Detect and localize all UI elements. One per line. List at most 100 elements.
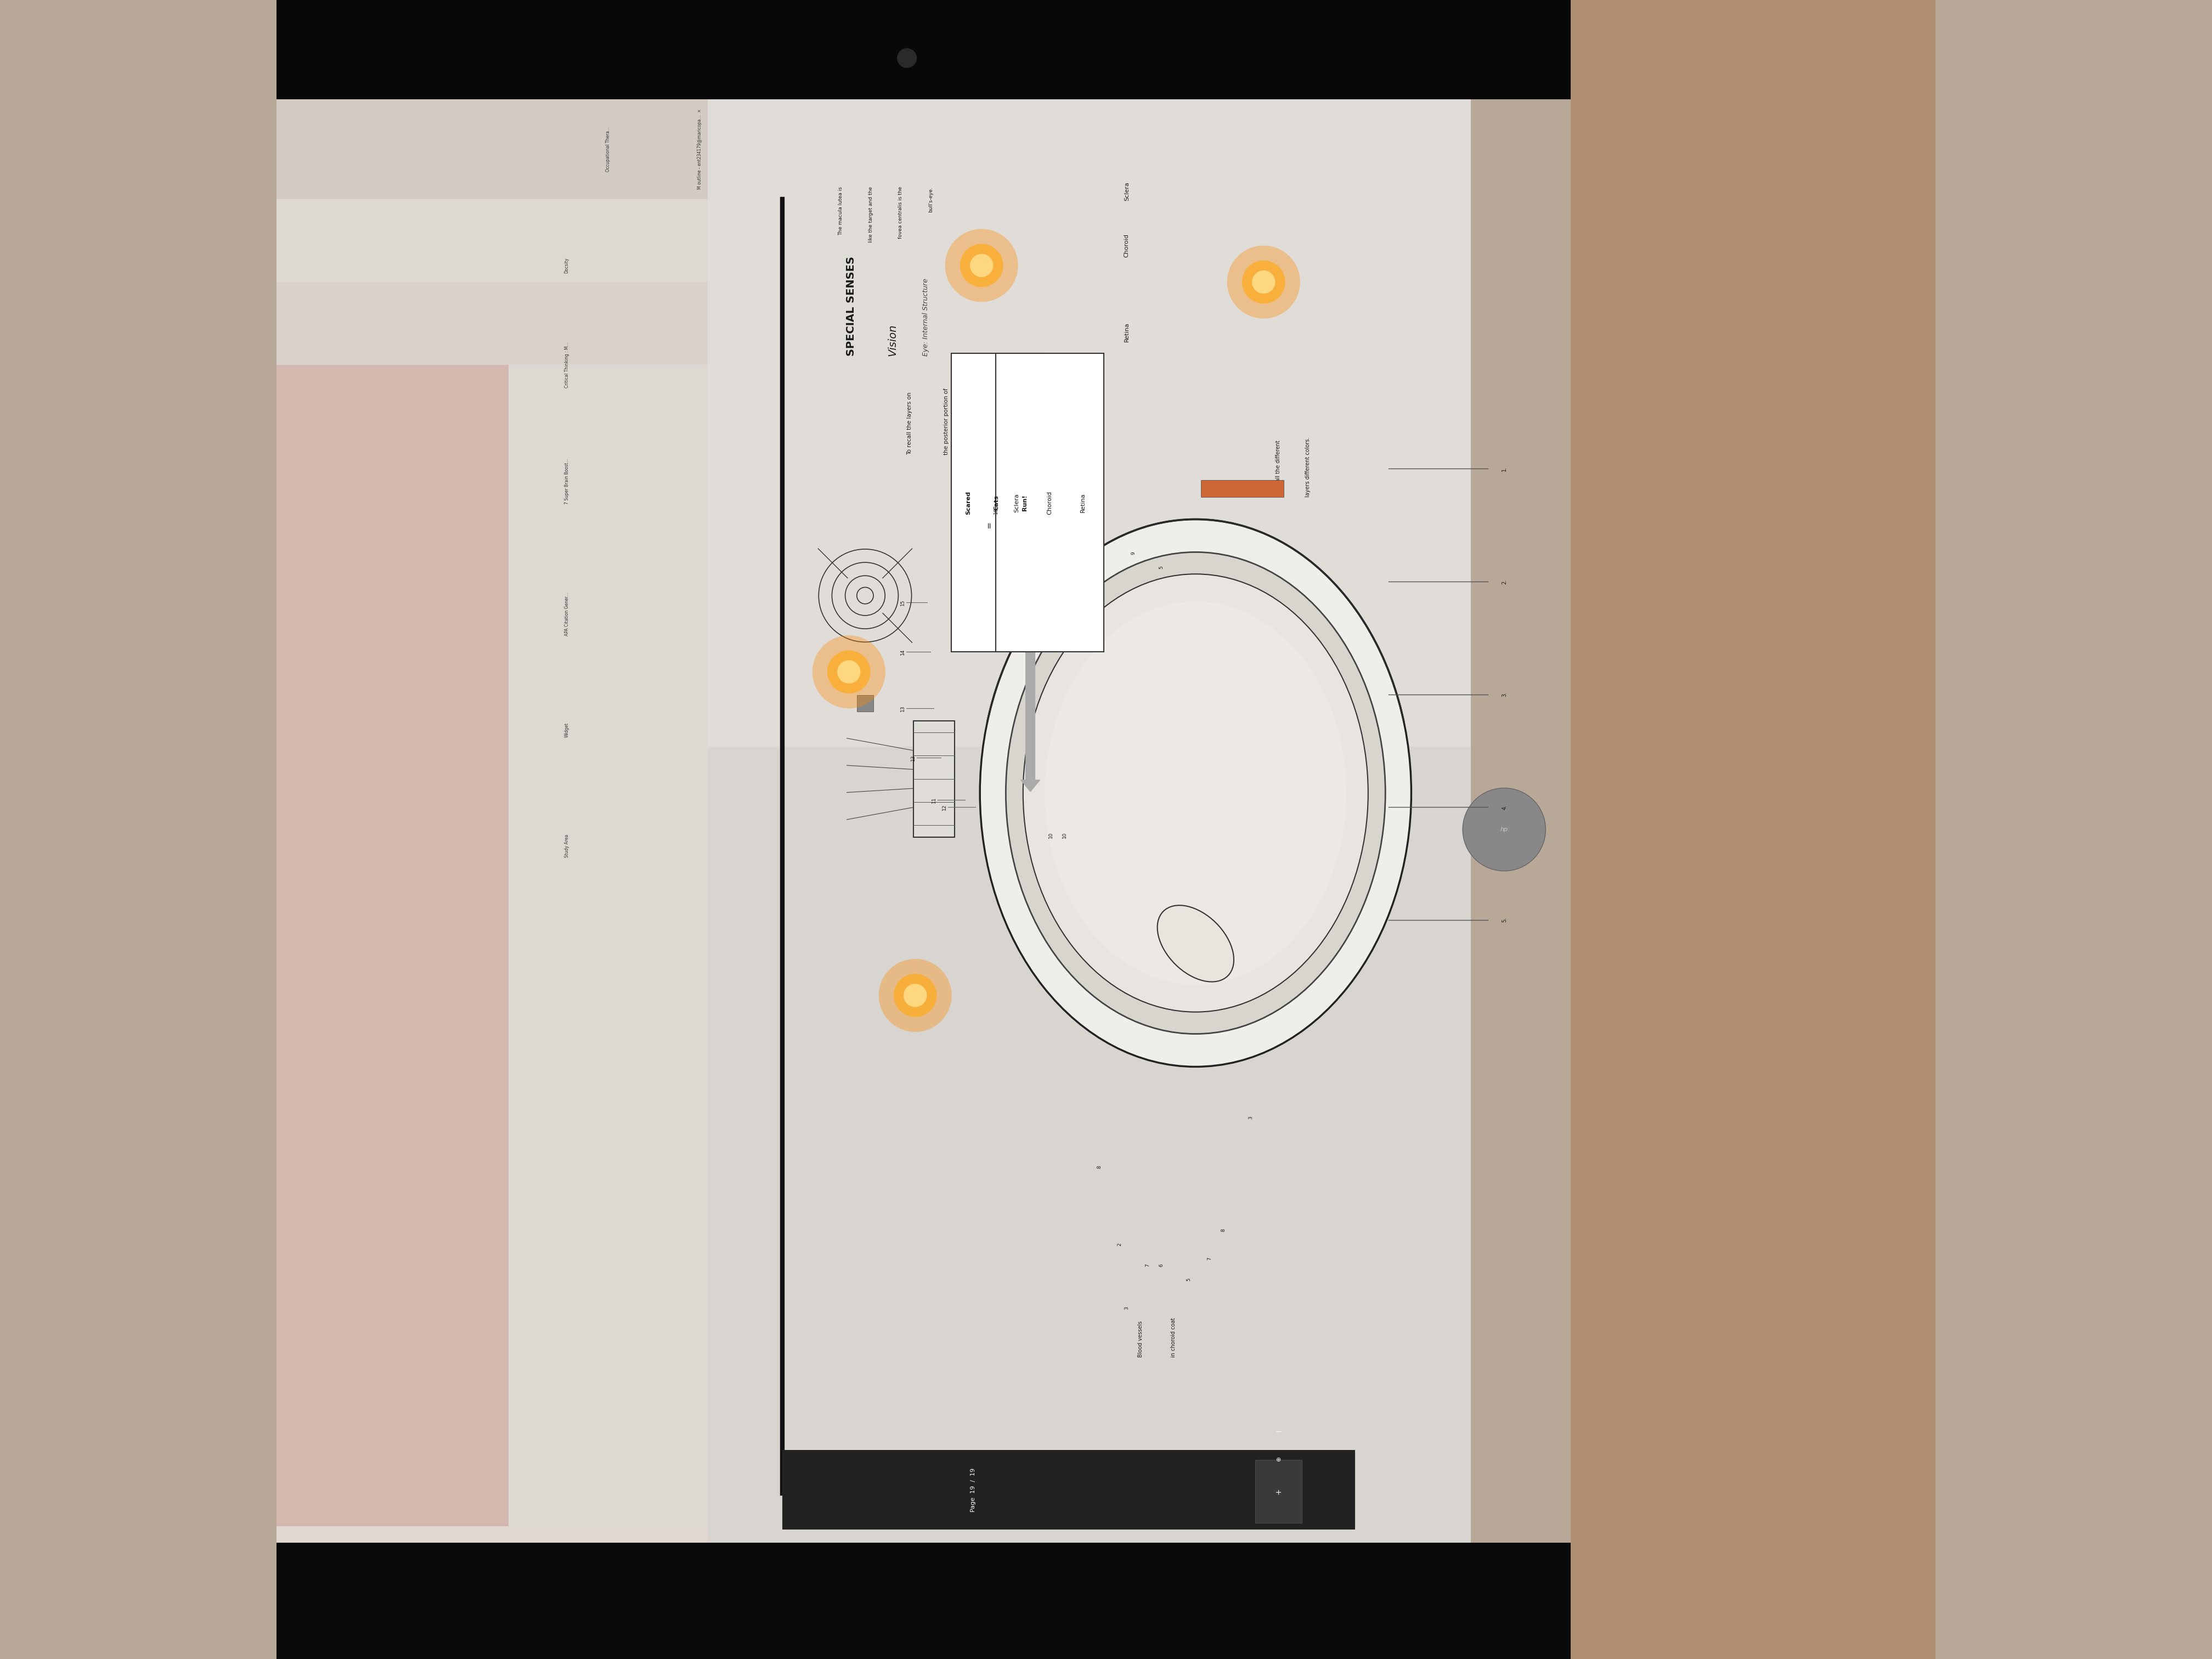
Circle shape: [945, 229, 1018, 302]
Text: hp: hp: [1500, 826, 1509, 833]
Polygon shape: [708, 100, 1471, 1543]
Circle shape: [827, 650, 869, 693]
Text: Run!: Run!: [1022, 494, 1029, 511]
Bar: [914, 720, 956, 836]
Ellipse shape: [1022, 574, 1367, 1012]
Text: 1.: 1.: [1502, 466, 1506, 471]
Bar: [856, 695, 874, 712]
Text: Blood vessels: Blood vessels: [1137, 1321, 1144, 1357]
Polygon shape: [1571, 0, 1936, 1659]
Text: 11: 11: [931, 796, 936, 803]
Bar: [783, 1450, 1354, 1530]
Text: 8: 8: [1097, 1165, 1102, 1168]
Circle shape: [898, 48, 918, 68]
Text: 6: 6: [1159, 1264, 1164, 1267]
Text: Scared: Scared: [967, 491, 971, 514]
Text: 3.: 3.: [1502, 692, 1506, 697]
FancyArrowPatch shape: [1020, 569, 1040, 791]
Text: 7: 7: [1146, 1264, 1150, 1267]
Text: Color all the different: Color all the different: [1276, 440, 1281, 498]
Text: −: −: [1276, 1428, 1281, 1435]
Text: 3: 3: [1124, 1306, 1128, 1309]
Circle shape: [836, 660, 860, 684]
Text: 2: 2: [1117, 1243, 1121, 1246]
Text: 13: 13: [900, 705, 905, 712]
Text: 10: 10: [1048, 833, 1053, 838]
Text: Eye: Internal Structure: Eye: Internal Structure: [922, 279, 929, 357]
Circle shape: [1228, 246, 1301, 319]
Text: Cats: Cats: [993, 494, 1000, 511]
Text: Sclera: Sclera: [1124, 182, 1130, 201]
Text: 13: 13: [911, 755, 916, 761]
Text: 2.: 2.: [1502, 579, 1506, 584]
Text: Sclera: Sclera: [1013, 493, 1020, 513]
Circle shape: [960, 244, 1002, 287]
Text: Page  19  /  19: Page 19 / 19: [971, 1468, 975, 1511]
Text: Retina: Retina: [1079, 493, 1086, 513]
Text: 14: 14: [900, 649, 905, 655]
Text: SPECIAL SENSES: SPECIAL SENSES: [847, 255, 856, 357]
Text: +: +: [1274, 1488, 1283, 1495]
Text: 12: 12: [942, 805, 947, 810]
Polygon shape: [276, 365, 509, 1526]
Text: Docsity: Docsity: [564, 257, 568, 274]
Text: The macula lutea is: The macula lutea is: [838, 187, 843, 236]
Text: 3: 3: [1248, 1117, 1254, 1118]
Circle shape: [905, 984, 927, 1007]
Text: Occupational Thera...: Occupational Thera...: [606, 126, 611, 173]
Circle shape: [812, 635, 885, 708]
Text: 5: 5: [1186, 1277, 1192, 1281]
Text: the eyeball:: the eyeball:: [980, 421, 987, 455]
Polygon shape: [276, 282, 708, 365]
Text: 16: 16: [993, 508, 998, 514]
Polygon shape: [276, 0, 1936, 100]
Bar: [951, 353, 1042, 652]
Text: Retina: Retina: [1124, 322, 1130, 342]
Circle shape: [1462, 788, 1546, 871]
Text: in choroid coat: in choroid coat: [1170, 1317, 1177, 1357]
Text: the posterior portion of: the posterior portion of: [945, 388, 949, 455]
Polygon shape: [276, 199, 708, 282]
Text: 5: 5: [1159, 566, 1164, 569]
Text: M outline - ent234179@maricopa...  ×: M outline - ent234179@maricopa... ×: [697, 109, 701, 189]
Polygon shape: [276, 100, 708, 1543]
Circle shape: [894, 974, 936, 1017]
Polygon shape: [708, 100, 1471, 747]
Text: 4.: 4.: [1502, 805, 1506, 810]
Text: 7 Super Brain Boost...: 7 Super Brain Boost...: [564, 458, 568, 504]
Text: 8: 8: [1221, 1229, 1225, 1231]
Bar: [1201, 481, 1283, 498]
Text: =: =: [984, 521, 993, 529]
Bar: [995, 353, 1104, 652]
Ellipse shape: [1157, 906, 1234, 982]
Text: layers different colors.: layers different colors.: [1305, 436, 1312, 498]
Ellipse shape: [1006, 552, 1385, 1034]
Polygon shape: [276, 1543, 1571, 1659]
Text: APA Citation Gener...: APA Citation Gener...: [564, 592, 568, 635]
Text: Vision: Vision: [887, 324, 898, 357]
Text: To recall the layers on: To recall the layers on: [907, 392, 914, 455]
Text: 15: 15: [900, 599, 905, 606]
Text: Study Area: Study Area: [564, 834, 568, 858]
Text: like the target and the: like the target and the: [869, 187, 874, 242]
Text: Widget: Widget: [564, 723, 568, 737]
Circle shape: [1241, 260, 1285, 304]
Circle shape: [969, 254, 993, 277]
Ellipse shape: [980, 519, 1411, 1067]
Polygon shape: [509, 365, 708, 1526]
Text: ⊕: ⊕: [1276, 1457, 1281, 1463]
Text: Choroid: Choroid: [1124, 234, 1130, 257]
Text: fovea centralis is the: fovea centralis is the: [898, 187, 902, 239]
Text: 5.: 5.: [1502, 917, 1506, 922]
Circle shape: [1252, 270, 1274, 294]
Text: bull's-eye.: bull's-eye.: [929, 187, 933, 212]
Ellipse shape: [1044, 601, 1347, 984]
Text: Choroid: Choroid: [1046, 491, 1053, 514]
Polygon shape: [276, 100, 708, 199]
Text: 9: 9: [1130, 552, 1137, 554]
Text: 10: 10: [1062, 833, 1066, 838]
Circle shape: [878, 959, 951, 1032]
Text: 7: 7: [1208, 1258, 1212, 1259]
Text: Critical Thinking : M...: Critical Thinking : M...: [564, 342, 568, 388]
Bar: [1254, 1460, 1301, 1523]
